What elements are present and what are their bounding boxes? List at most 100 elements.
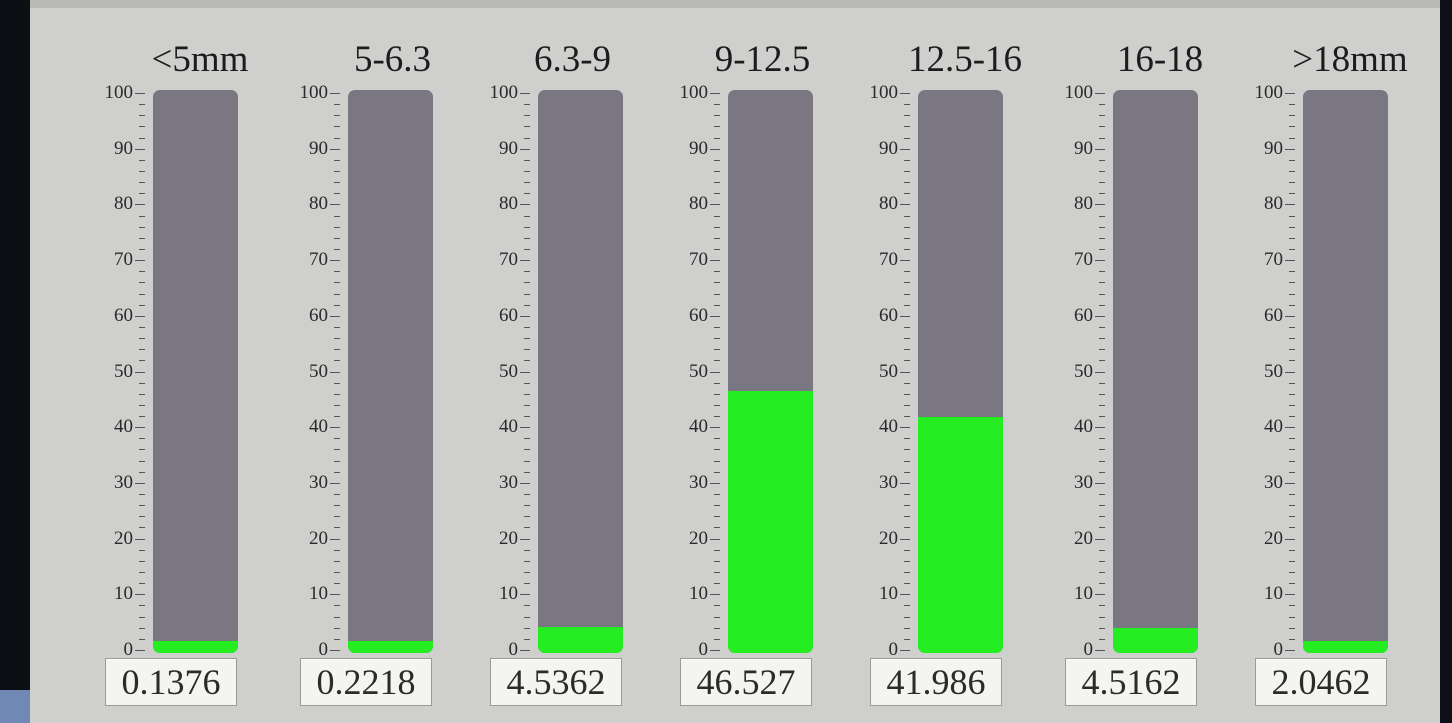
minor-tick [334,505,340,507]
minor-tick [1289,271,1295,273]
minor-tick [524,349,530,351]
minor-tick [524,115,530,117]
minor-tick [139,616,145,618]
minor-tick [714,616,720,618]
tick-label: 10 [1264,583,1283,605]
tick-label: 50 [1264,360,1283,382]
major-tick [135,482,145,484]
tick-label: 10 [879,583,898,605]
minor-tick [334,638,340,640]
tick-label: 10 [309,583,328,605]
minor-tick [524,126,530,128]
minor-tick [904,115,910,117]
major-tick [710,538,720,540]
minor-tick [139,360,145,362]
minor-tick [1289,572,1295,574]
tick-label: 30 [689,471,708,493]
minor-tick [904,638,910,640]
minor-tick [524,438,530,440]
tick-label: 70 [1264,249,1283,271]
tick-label: 40 [114,416,133,438]
minor-tick [524,638,530,640]
minor-tick [139,404,145,406]
minor-tick [139,182,145,184]
major-tick [1095,93,1105,94]
minor-tick [334,349,340,351]
major-tick [710,594,720,596]
minor-tick [904,104,910,106]
major-tick [900,650,910,651]
gauge-scale: 100 90 80 70 60 50 40 30 20 10 0 [280,83,340,660]
minor-tick [1289,404,1295,406]
minor-tick [334,549,340,551]
gauge-scale: 100 90 80 70 60 50 40 30 20 10 0 [1235,83,1295,660]
gauge-label: <5mm [151,39,249,80]
minor-tick [1289,471,1295,473]
tick-label: 70 [1074,249,1093,271]
major-tick [710,427,720,429]
gauge-scale: 100 90 80 70 60 50 40 30 20 10 0 [85,83,145,660]
minor-tick [139,549,145,551]
minor-tick [904,460,910,462]
minor-tick [1099,137,1105,139]
minor-tick [524,549,530,551]
gauge-tube [728,90,813,653]
minor-tick [714,304,720,306]
minor-tick [334,460,340,462]
major-tick [135,315,145,317]
minor-tick [904,326,910,328]
minor-tick [1289,438,1295,440]
minor-tick [334,605,340,607]
major-tick [710,315,720,317]
tick-label: 30 [1074,471,1093,493]
minor-tick [714,393,720,395]
tick-label: 0 [1273,639,1284,660]
major-tick [520,315,530,317]
minor-tick [1099,393,1105,395]
tick-label: 20 [879,527,898,549]
tick-label: 50 [309,360,328,382]
tick-label: 90 [879,137,898,159]
tick-label: 40 [879,416,898,438]
minor-tick [334,616,340,618]
major-tick [135,371,145,373]
minor-tick [1099,293,1105,295]
minor-tick [334,237,340,239]
minor-tick [524,215,530,217]
minor-tick [334,159,340,161]
minor-tick [904,583,910,585]
minor-tick [714,605,720,607]
tick-label: 70 [689,249,708,271]
minor-tick [334,126,340,128]
minor-tick [1289,416,1295,418]
tick-label: 90 [1264,137,1283,159]
tick-label: 60 [1264,304,1283,326]
major-tick [330,650,340,651]
minor-tick [1289,638,1295,640]
minor-tick [714,583,720,585]
major-tick [710,204,720,206]
minor-tick [1289,527,1295,529]
minor-tick [714,516,720,518]
tick-label: 80 [499,193,518,215]
major-tick [1285,650,1295,651]
gauge-fill [538,627,623,653]
major-tick [520,93,530,94]
minor-tick [139,583,145,585]
minor-tick [1099,182,1105,184]
gauge-value-display: 0.1376 [105,658,237,706]
minor-tick [139,115,145,117]
minor-tick [139,248,145,250]
minor-tick [139,449,145,451]
minor-tick [139,137,145,139]
minor-tick [524,583,530,585]
tick-label: 80 [309,193,328,215]
minor-tick [139,226,145,228]
minor-tick [904,126,910,128]
major-tick [330,93,340,94]
minor-tick [1099,505,1105,507]
major-tick [330,371,340,373]
minor-tick [714,638,720,640]
major-tick [330,538,340,540]
gauge-label: 6.3-9 [533,39,612,80]
